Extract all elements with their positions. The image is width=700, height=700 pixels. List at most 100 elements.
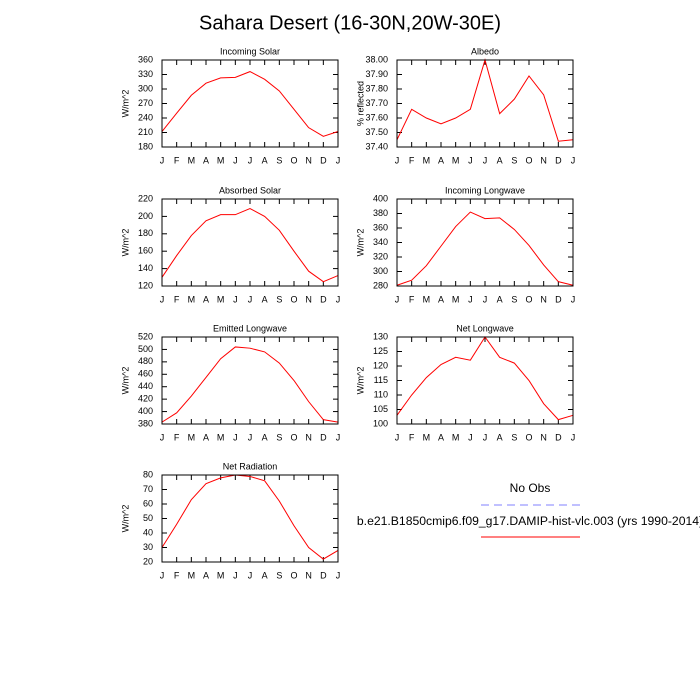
data-line xyxy=(161,208,339,283)
y-tick-label: 360 xyxy=(138,54,153,64)
x-tick-label: J xyxy=(571,432,576,442)
x-tick-label: M xyxy=(423,155,431,165)
y-tick-label: 300 xyxy=(138,83,153,93)
x-tick-label: N xyxy=(305,432,312,442)
x-tick-label: J xyxy=(468,294,473,304)
x-tick-label: A xyxy=(497,294,503,304)
y-tick-label: 520 xyxy=(138,331,153,341)
y-tick-label: 400 xyxy=(138,406,153,416)
x-tick-label: J xyxy=(468,432,473,442)
x-tick-label: M xyxy=(452,432,460,442)
y-tick-label: 180 xyxy=(138,141,153,151)
x-tick-label: J xyxy=(336,570,341,580)
panel-title: Incoming Solar xyxy=(220,46,280,56)
x-tick-label: D xyxy=(555,294,562,304)
x-tick-label: N xyxy=(540,294,547,304)
y-tick-label: 115 xyxy=(374,375,388,385)
y-tick-label: 30 xyxy=(143,542,153,552)
y-tick-label: 20 xyxy=(143,556,153,566)
y-tick-label: 140 xyxy=(138,263,153,273)
data-line xyxy=(161,346,339,423)
y-axis-label: W/m^2 xyxy=(355,229,365,257)
panel-title: Albedo xyxy=(471,46,499,56)
x-tick-label: O xyxy=(290,294,297,304)
x-tick-label: J xyxy=(571,155,576,165)
x-tick-label: S xyxy=(511,155,517,165)
x-tick-label: M xyxy=(188,570,196,580)
x-tick-label: F xyxy=(174,294,180,304)
y-axis-label: % reflected xyxy=(355,81,365,126)
plot-frame xyxy=(396,59,574,148)
plot-frame xyxy=(161,336,339,425)
y-tick-label: 330 xyxy=(138,69,153,79)
figure-title: Sahara Desert (16-30N,20W-30E) xyxy=(199,12,501,34)
y-tick-label: 480 xyxy=(138,356,153,366)
x-tick-label: M xyxy=(423,432,431,442)
data-line xyxy=(396,58,574,142)
x-tick-label: S xyxy=(276,570,282,580)
y-axis-label: W/m^2 xyxy=(355,367,365,395)
y-tick-label: 120 xyxy=(373,360,388,370)
y-tick-label: 300 xyxy=(373,266,388,276)
plot-frame xyxy=(161,59,339,148)
x-tick-label: J xyxy=(395,155,400,165)
x-tick-label: J xyxy=(336,294,341,304)
x-tick-label: F xyxy=(174,155,180,165)
data-line xyxy=(396,211,574,286)
y-tick-label: 60 xyxy=(143,498,153,508)
y-tick-label: 400 xyxy=(373,193,388,203)
x-tick-label: N xyxy=(305,570,312,580)
x-tick-label: F xyxy=(409,294,415,304)
y-tick-label: 420 xyxy=(138,394,153,404)
x-tick-label: A xyxy=(262,432,268,442)
x-tick-label: N xyxy=(305,155,312,165)
y-tick-label: 37.90 xyxy=(365,69,388,79)
x-tick-label: O xyxy=(525,155,532,165)
x-tick-label: D xyxy=(320,570,327,580)
x-tick-label: J xyxy=(160,294,165,304)
x-tick-label: J xyxy=(248,570,253,580)
x-tick-label: J xyxy=(336,432,341,442)
plot-frame xyxy=(161,198,339,287)
x-tick-label: O xyxy=(525,432,532,442)
x-tick-label: O xyxy=(290,432,297,442)
x-tick-label: J xyxy=(160,432,165,442)
y-tick-label: 500 xyxy=(138,344,153,354)
x-tick-label: J xyxy=(233,294,238,304)
x-tick-label: A xyxy=(497,432,503,442)
y-tick-label: 40 xyxy=(143,527,153,537)
y-tick-label: 220 xyxy=(138,193,153,203)
x-tick-label: N xyxy=(540,155,547,165)
y-tick-label: 37.70 xyxy=(365,98,388,108)
panel-title: Emitted Longwave xyxy=(213,323,287,333)
legend-label: b.e21.B1850cmip6.f09_g17.DAMIP-hist-vlc.… xyxy=(357,514,700,528)
data-line xyxy=(161,71,339,137)
y-tick-label: 200 xyxy=(138,211,153,221)
data-line xyxy=(161,474,339,560)
y-axis-label: W/m^2 xyxy=(120,90,130,118)
panel-title: Absorbed Solar xyxy=(219,185,281,195)
y-tick-label: 37.60 xyxy=(365,112,388,122)
plot-frame xyxy=(161,474,339,563)
y-axis-label: W/m^2 xyxy=(120,367,130,395)
y-tick-label: 360 xyxy=(373,222,388,232)
x-tick-label: J xyxy=(233,155,238,165)
y-tick-label: 340 xyxy=(373,237,388,247)
y-tick-label: 38.00 xyxy=(365,54,388,64)
y-tick-label: 180 xyxy=(138,228,153,238)
x-tick-label: F xyxy=(409,155,415,165)
x-tick-label: M xyxy=(188,294,196,304)
x-tick-label: O xyxy=(525,294,532,304)
x-tick-label: A xyxy=(262,570,268,580)
x-tick-label: O xyxy=(290,155,297,165)
x-tick-label: M xyxy=(423,294,431,304)
y-axis-label: W/m^2 xyxy=(120,505,130,533)
x-tick-label: M xyxy=(188,155,196,165)
x-tick-label: A xyxy=(203,155,209,165)
x-tick-label: A xyxy=(438,432,444,442)
x-tick-label: M xyxy=(217,570,225,580)
y-tick-label: 130 xyxy=(373,331,388,341)
x-tick-label: J xyxy=(160,155,165,165)
data-line xyxy=(396,336,574,421)
